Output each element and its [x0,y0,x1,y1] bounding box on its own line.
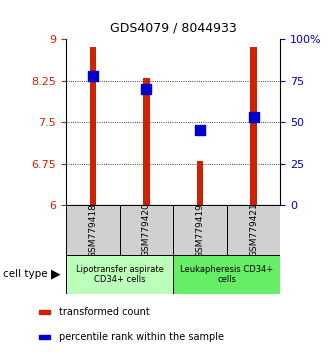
Bar [39,310,50,314]
Point [144,86,149,92]
Bar [173,205,227,255]
Text: Leukapheresis CD34+
cells: Leukapheresis CD34+ cells [180,265,274,284]
Bar [227,205,280,255]
Point [197,128,203,133]
Text: GSM779421: GSM779421 [249,203,258,257]
Text: GSM779419: GSM779419 [196,202,205,258]
Bar [66,205,119,255]
Point [90,73,95,78]
Text: ▶: ▶ [51,268,61,281]
Title: GDS4079 / 8044933: GDS4079 / 8044933 [110,22,237,35]
Bar [250,47,257,205]
Bar [173,255,280,294]
Text: percentile rank within the sample: percentile rank within the sample [59,332,224,342]
Bar [119,205,173,255]
Point [251,114,256,120]
Bar [143,78,149,205]
Bar [39,335,50,339]
Text: Lipotransfer aspirate
CD34+ cells: Lipotransfer aspirate CD34+ cells [76,265,164,284]
Bar [197,161,203,205]
Bar [90,47,96,205]
Text: GSM779418: GSM779418 [88,202,97,258]
Text: transformed count: transformed count [59,307,149,317]
Text: GSM779420: GSM779420 [142,203,151,257]
Bar [66,255,173,294]
Text: cell type: cell type [3,269,48,279]
